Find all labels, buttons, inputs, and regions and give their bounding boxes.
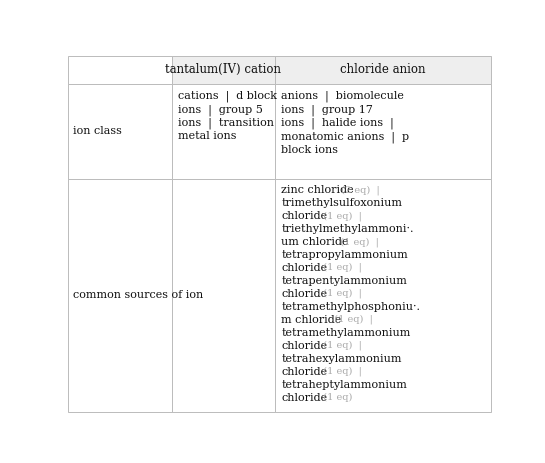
Text: chloride: chloride — [281, 341, 328, 351]
Text: cations  |  d block: cations | d block — [178, 90, 277, 102]
Text: um chloride: um chloride — [281, 237, 349, 247]
Text: (2 eq)  |: (2 eq) | — [338, 185, 379, 194]
Text: chloride: chloride — [281, 289, 328, 299]
Text: anions  |  biomolecule: anions | biomolecule — [281, 90, 404, 102]
Text: trimethylsulfoxonium: trimethylsulfoxonium — [281, 198, 402, 208]
Text: triethylmethylammoni·.: triethylmethylammoni·. — [281, 224, 414, 234]
Bar — [172, 84, 275, 179]
Text: tetramethylphosphoniu·.: tetramethylphosphoniu·. — [281, 302, 420, 312]
Text: chloride: chloride — [281, 263, 328, 273]
Text: (1 eq)  |: (1 eq) | — [328, 315, 373, 325]
Text: tetrapropylammonium: tetrapropylammonium — [281, 250, 408, 260]
Bar — [172, 56, 275, 84]
Text: tetrahexylammonium: tetrahexylammonium — [281, 354, 402, 364]
Text: metal ions: metal ions — [178, 131, 237, 141]
Text: ions  |  group 5: ions | group 5 — [178, 104, 263, 116]
Text: tetramethylammonium: tetramethylammonium — [281, 328, 411, 338]
Text: (1 eq)  |: (1 eq) | — [317, 263, 362, 273]
Bar — [275, 179, 490, 412]
Text: (1 eq): (1 eq) — [317, 393, 353, 402]
Bar — [68, 84, 172, 179]
Text: ions  |  halide ions  |: ions | halide ions | — [281, 118, 394, 129]
Text: tetrapentylammonium: tetrapentylammonium — [281, 276, 407, 286]
Text: (1 eq)  |: (1 eq) | — [334, 237, 379, 246]
Text: ions  |  group 17: ions | group 17 — [281, 104, 373, 116]
Text: ion class: ion class — [73, 126, 122, 136]
Bar — [172, 179, 275, 412]
Bar — [275, 56, 490, 84]
Text: monatomic anions  |  p: monatomic anions | p — [281, 131, 409, 143]
Bar — [68, 179, 172, 412]
Text: ions  |  transition: ions | transition — [178, 118, 274, 129]
Text: m chloride: m chloride — [281, 315, 342, 325]
Bar — [68, 56, 172, 84]
Bar — [275, 84, 490, 179]
Text: (1 eq)  |: (1 eq) | — [317, 289, 362, 299]
Text: common sources of ion: common sources of ion — [73, 290, 203, 300]
Text: tantalum(IV) cation: tantalum(IV) cation — [165, 63, 281, 76]
Text: (1 eq)  |: (1 eq) | — [317, 211, 362, 220]
Text: chloride: chloride — [281, 367, 328, 377]
Text: (1 eq)  |: (1 eq) | — [317, 341, 362, 350]
Text: (1 eq)  |: (1 eq) | — [317, 367, 362, 376]
Text: chloride: chloride — [281, 393, 328, 403]
Text: chloride anion: chloride anion — [340, 63, 426, 76]
Text: block ions: block ions — [281, 144, 338, 155]
Text: tetraheptylammonium: tetraheptylammonium — [281, 380, 407, 390]
Text: zinc chloride: zinc chloride — [281, 185, 354, 195]
Text: chloride: chloride — [281, 211, 328, 221]
